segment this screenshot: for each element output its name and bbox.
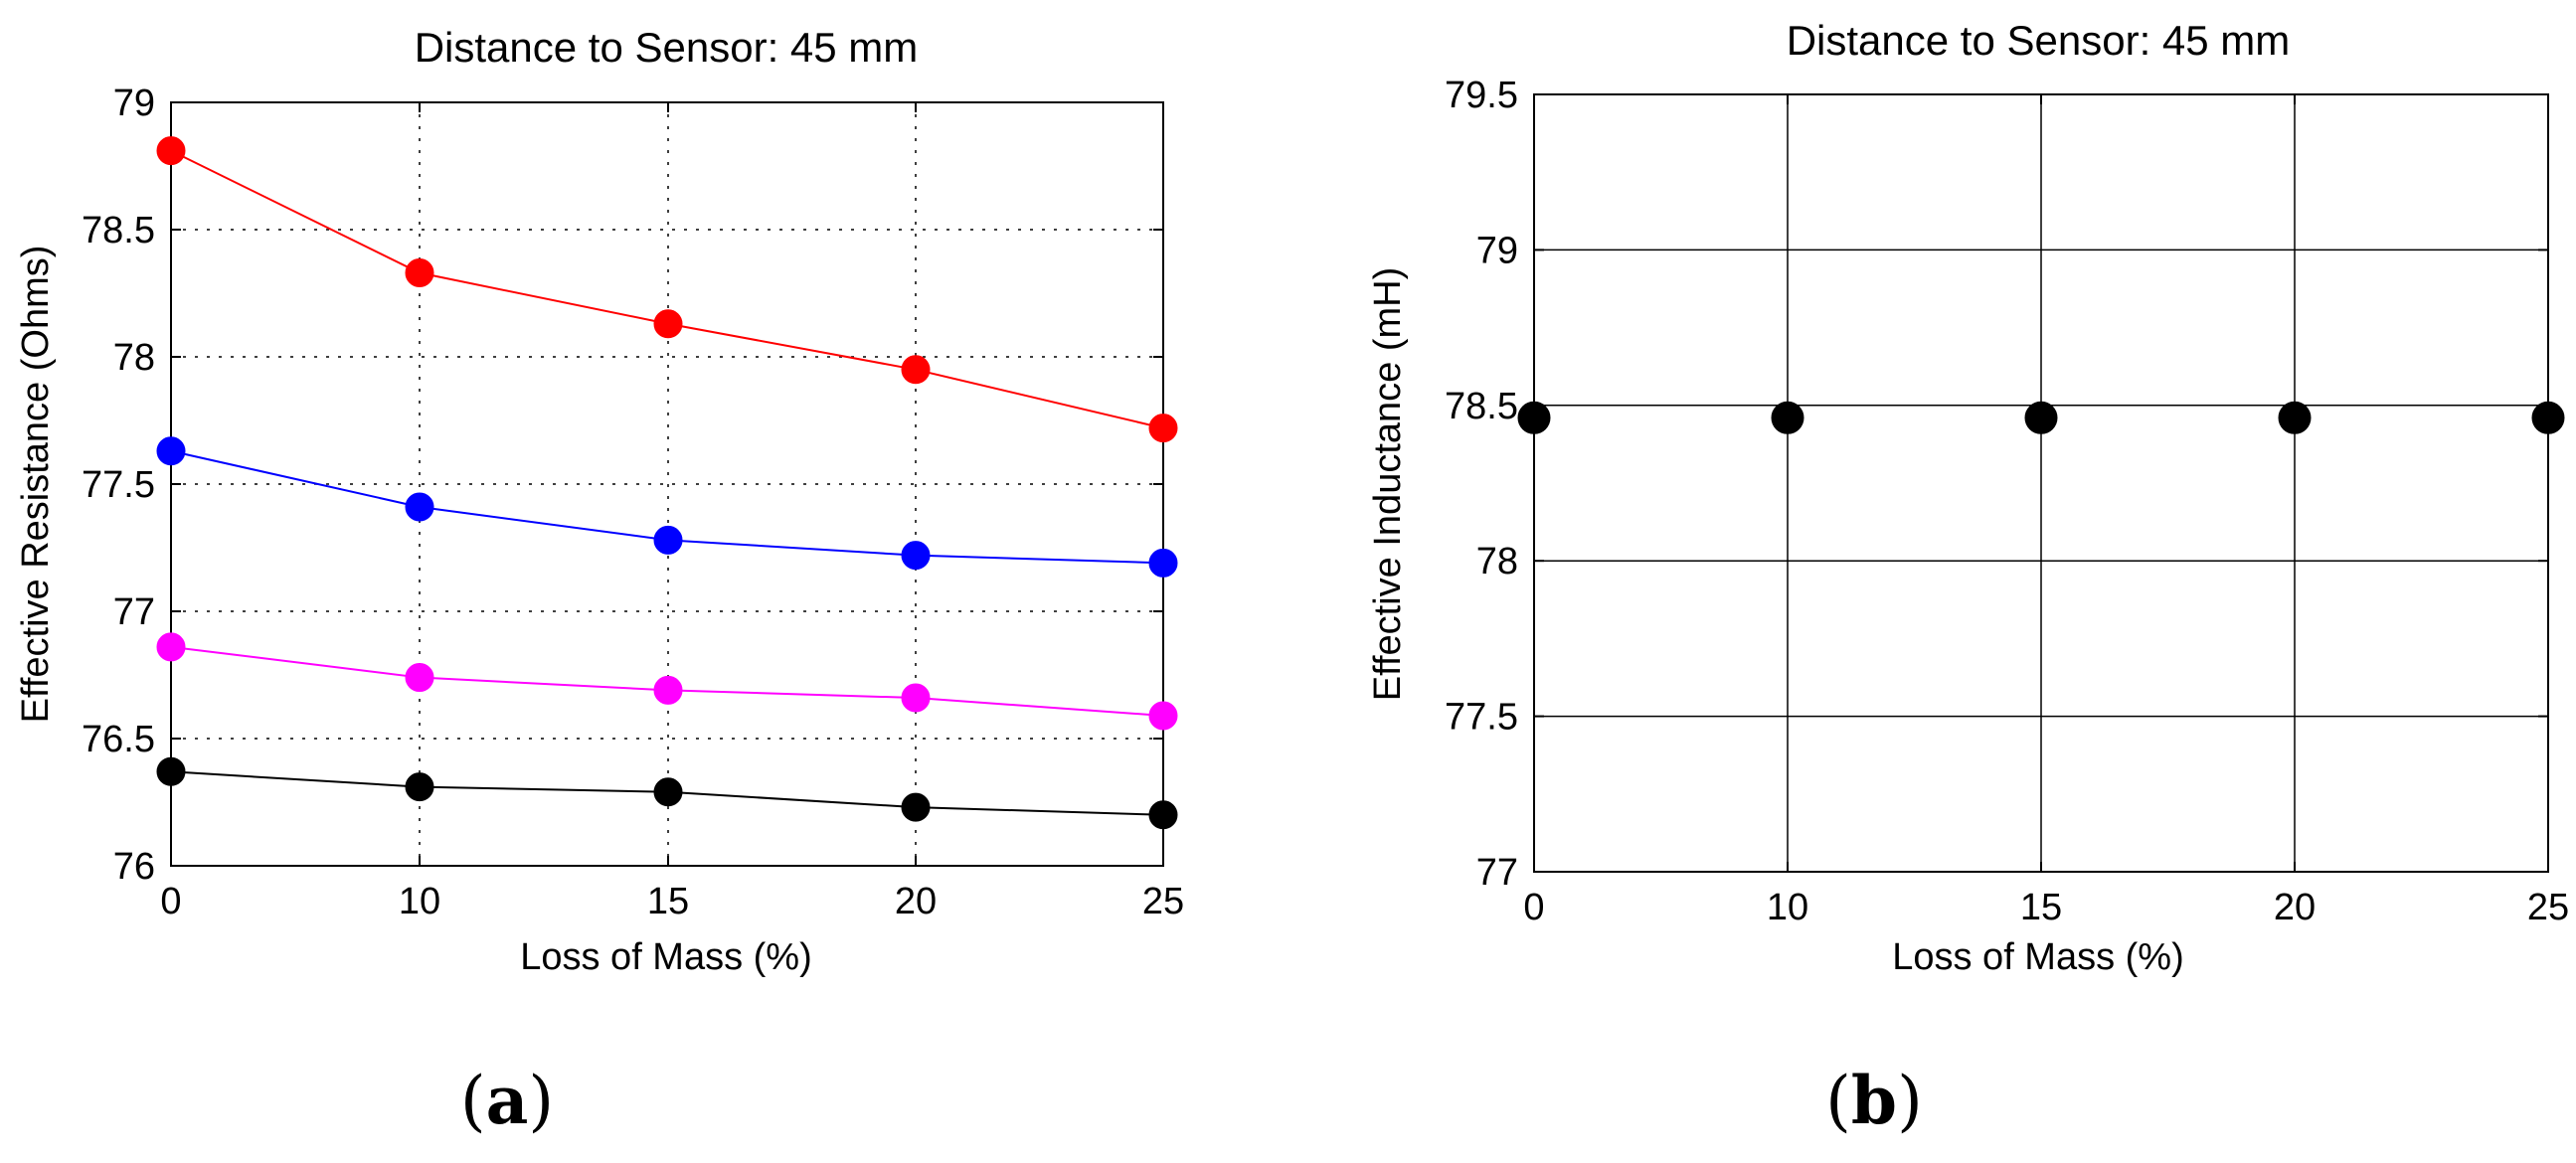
panel-b-grid bbox=[1534, 94, 2548, 872]
panel-a-xtick-label: 0 bbox=[160, 881, 181, 922]
panel-a-xlabel: Loss of Mass (%) bbox=[520, 936, 812, 978]
panel-a-point-red bbox=[653, 309, 683, 339]
panel-a-point-blue bbox=[1148, 548, 1178, 578]
panel-a-caption: (a) bbox=[460, 1062, 554, 1139]
panel-a-point-red bbox=[1148, 414, 1178, 443]
panel-a-ticks: 76 76.5 77 77.5 78 78.5 79 0 10 15 20 25 bbox=[82, 83, 1184, 922]
panel-a-xtick-label: 10 bbox=[399, 881, 440, 922]
panel-b-point-black bbox=[2278, 401, 2312, 434]
panel-a-caption-open: ( bbox=[460, 1063, 486, 1139]
panel-b-ticks: 77 77.5 78 78.5 79 79.5 0 10 15 20 25 bbox=[1445, 75, 2569, 928]
panel-a-resistance-chart: Distance to Sensor: 45 mm 76 76.5 77 77.5 78… bbox=[15, 24, 1184, 1139]
panel-a-point-black bbox=[1148, 800, 1178, 830]
panel-a-series-lines bbox=[170, 149, 1164, 816]
panel-b-xtick-label: 10 bbox=[1767, 887, 1808, 928]
panel-b-xtick-label: 0 bbox=[1523, 887, 1544, 928]
panel-a-caption-close: ) bbox=[528, 1063, 554, 1139]
panel-a-point-red bbox=[901, 355, 931, 385]
panel-b-xtick-label: 20 bbox=[2274, 887, 2316, 928]
panel-b-ytick-label: 77.5 bbox=[1445, 697, 1518, 739]
panel-b-ytick-label: 78.5 bbox=[1445, 386, 1518, 427]
panel-a-ytick-label: 78.5 bbox=[82, 210, 155, 251]
panel-b-point-black bbox=[1771, 401, 1804, 434]
panel-b-data-points bbox=[1517, 401, 2565, 434]
panel-b-caption-open: ( bbox=[1825, 1063, 1851, 1139]
panel-a-ytick-label: 78 bbox=[113, 337, 155, 379]
panel-a-point-blue bbox=[405, 492, 434, 522]
panel-a-grid bbox=[171, 102, 1163, 866]
panel-a-point-blue bbox=[901, 541, 931, 571]
panel-a-point-blue bbox=[156, 436, 186, 466]
panel-b-xtick-label: 15 bbox=[2020, 887, 2062, 928]
panel-a-point-black bbox=[405, 772, 434, 802]
panel-b-ytick-label: 79 bbox=[1476, 230, 1518, 271]
panel-a-xtick-label: 15 bbox=[647, 881, 689, 922]
panel-b-point-black bbox=[2024, 401, 2058, 434]
panel-a-ytick-label: 77 bbox=[113, 591, 155, 633]
panel-a-ytick-label: 76 bbox=[113, 846, 155, 888]
panel-b-ytick-label: 78 bbox=[1476, 541, 1518, 582]
panel-a-point-magenta bbox=[653, 675, 683, 705]
panel-b-xtick-label: 25 bbox=[2527, 887, 2569, 928]
panel-a-point-red bbox=[405, 258, 434, 288]
panel-a-ytick-label: 79 bbox=[113, 83, 155, 124]
panel-a-point-black bbox=[901, 792, 931, 822]
panel-a-ytick-label: 76.5 bbox=[82, 719, 155, 760]
panel-a-point-red bbox=[156, 136, 186, 166]
panel-b-ylabel: Effective Inductance (mH) bbox=[1367, 267, 1409, 701]
panel-b-inductance-chart: Distance to Sensor: 45 mm 77 77.5 78 78.5 79… bbox=[1367, 17, 2569, 1139]
panel-a-point-magenta bbox=[901, 683, 931, 713]
panel-a-ytick-label: 77.5 bbox=[82, 464, 155, 506]
panel-b-point-black bbox=[1517, 401, 1551, 434]
panel-a-point-magenta bbox=[405, 663, 434, 693]
panel-b-title: Distance to Sensor: 45 mm bbox=[1787, 17, 2291, 64]
panel-a-xtick-label: 20 bbox=[895, 881, 937, 922]
panel-a-caption-letter: a bbox=[486, 1062, 529, 1139]
panel-b-xlabel: Loss of Mass (%) bbox=[1892, 936, 2184, 978]
panel-b-ytick-label: 79.5 bbox=[1445, 75, 1518, 116]
panel-a-title: Distance to Sensor: 45 mm bbox=[415, 24, 919, 71]
panel-a-ylabel: Effective Resistance (Ohms) bbox=[15, 246, 57, 724]
panel-a-point-magenta bbox=[156, 632, 186, 662]
panel-a-series-line-red bbox=[170, 149, 1164, 429]
panel-a-data-points bbox=[156, 136, 1178, 830]
panel-a-point-magenta bbox=[1148, 701, 1178, 731]
panel-b-caption-close: ) bbox=[1897, 1063, 1923, 1139]
panel-b-caption: (b) bbox=[1825, 1062, 1923, 1139]
panel-a-point-black bbox=[653, 777, 683, 807]
panel-b-caption-letter: b bbox=[1851, 1062, 1897, 1139]
panel-a-xtick-label: 25 bbox=[1142, 881, 1184, 922]
panel-a-point-black bbox=[156, 756, 186, 786]
panel-b-point-black bbox=[2531, 401, 2565, 434]
panel-a-point-blue bbox=[653, 525, 683, 555]
panel-b-ytick-label: 77 bbox=[1476, 852, 1518, 894]
